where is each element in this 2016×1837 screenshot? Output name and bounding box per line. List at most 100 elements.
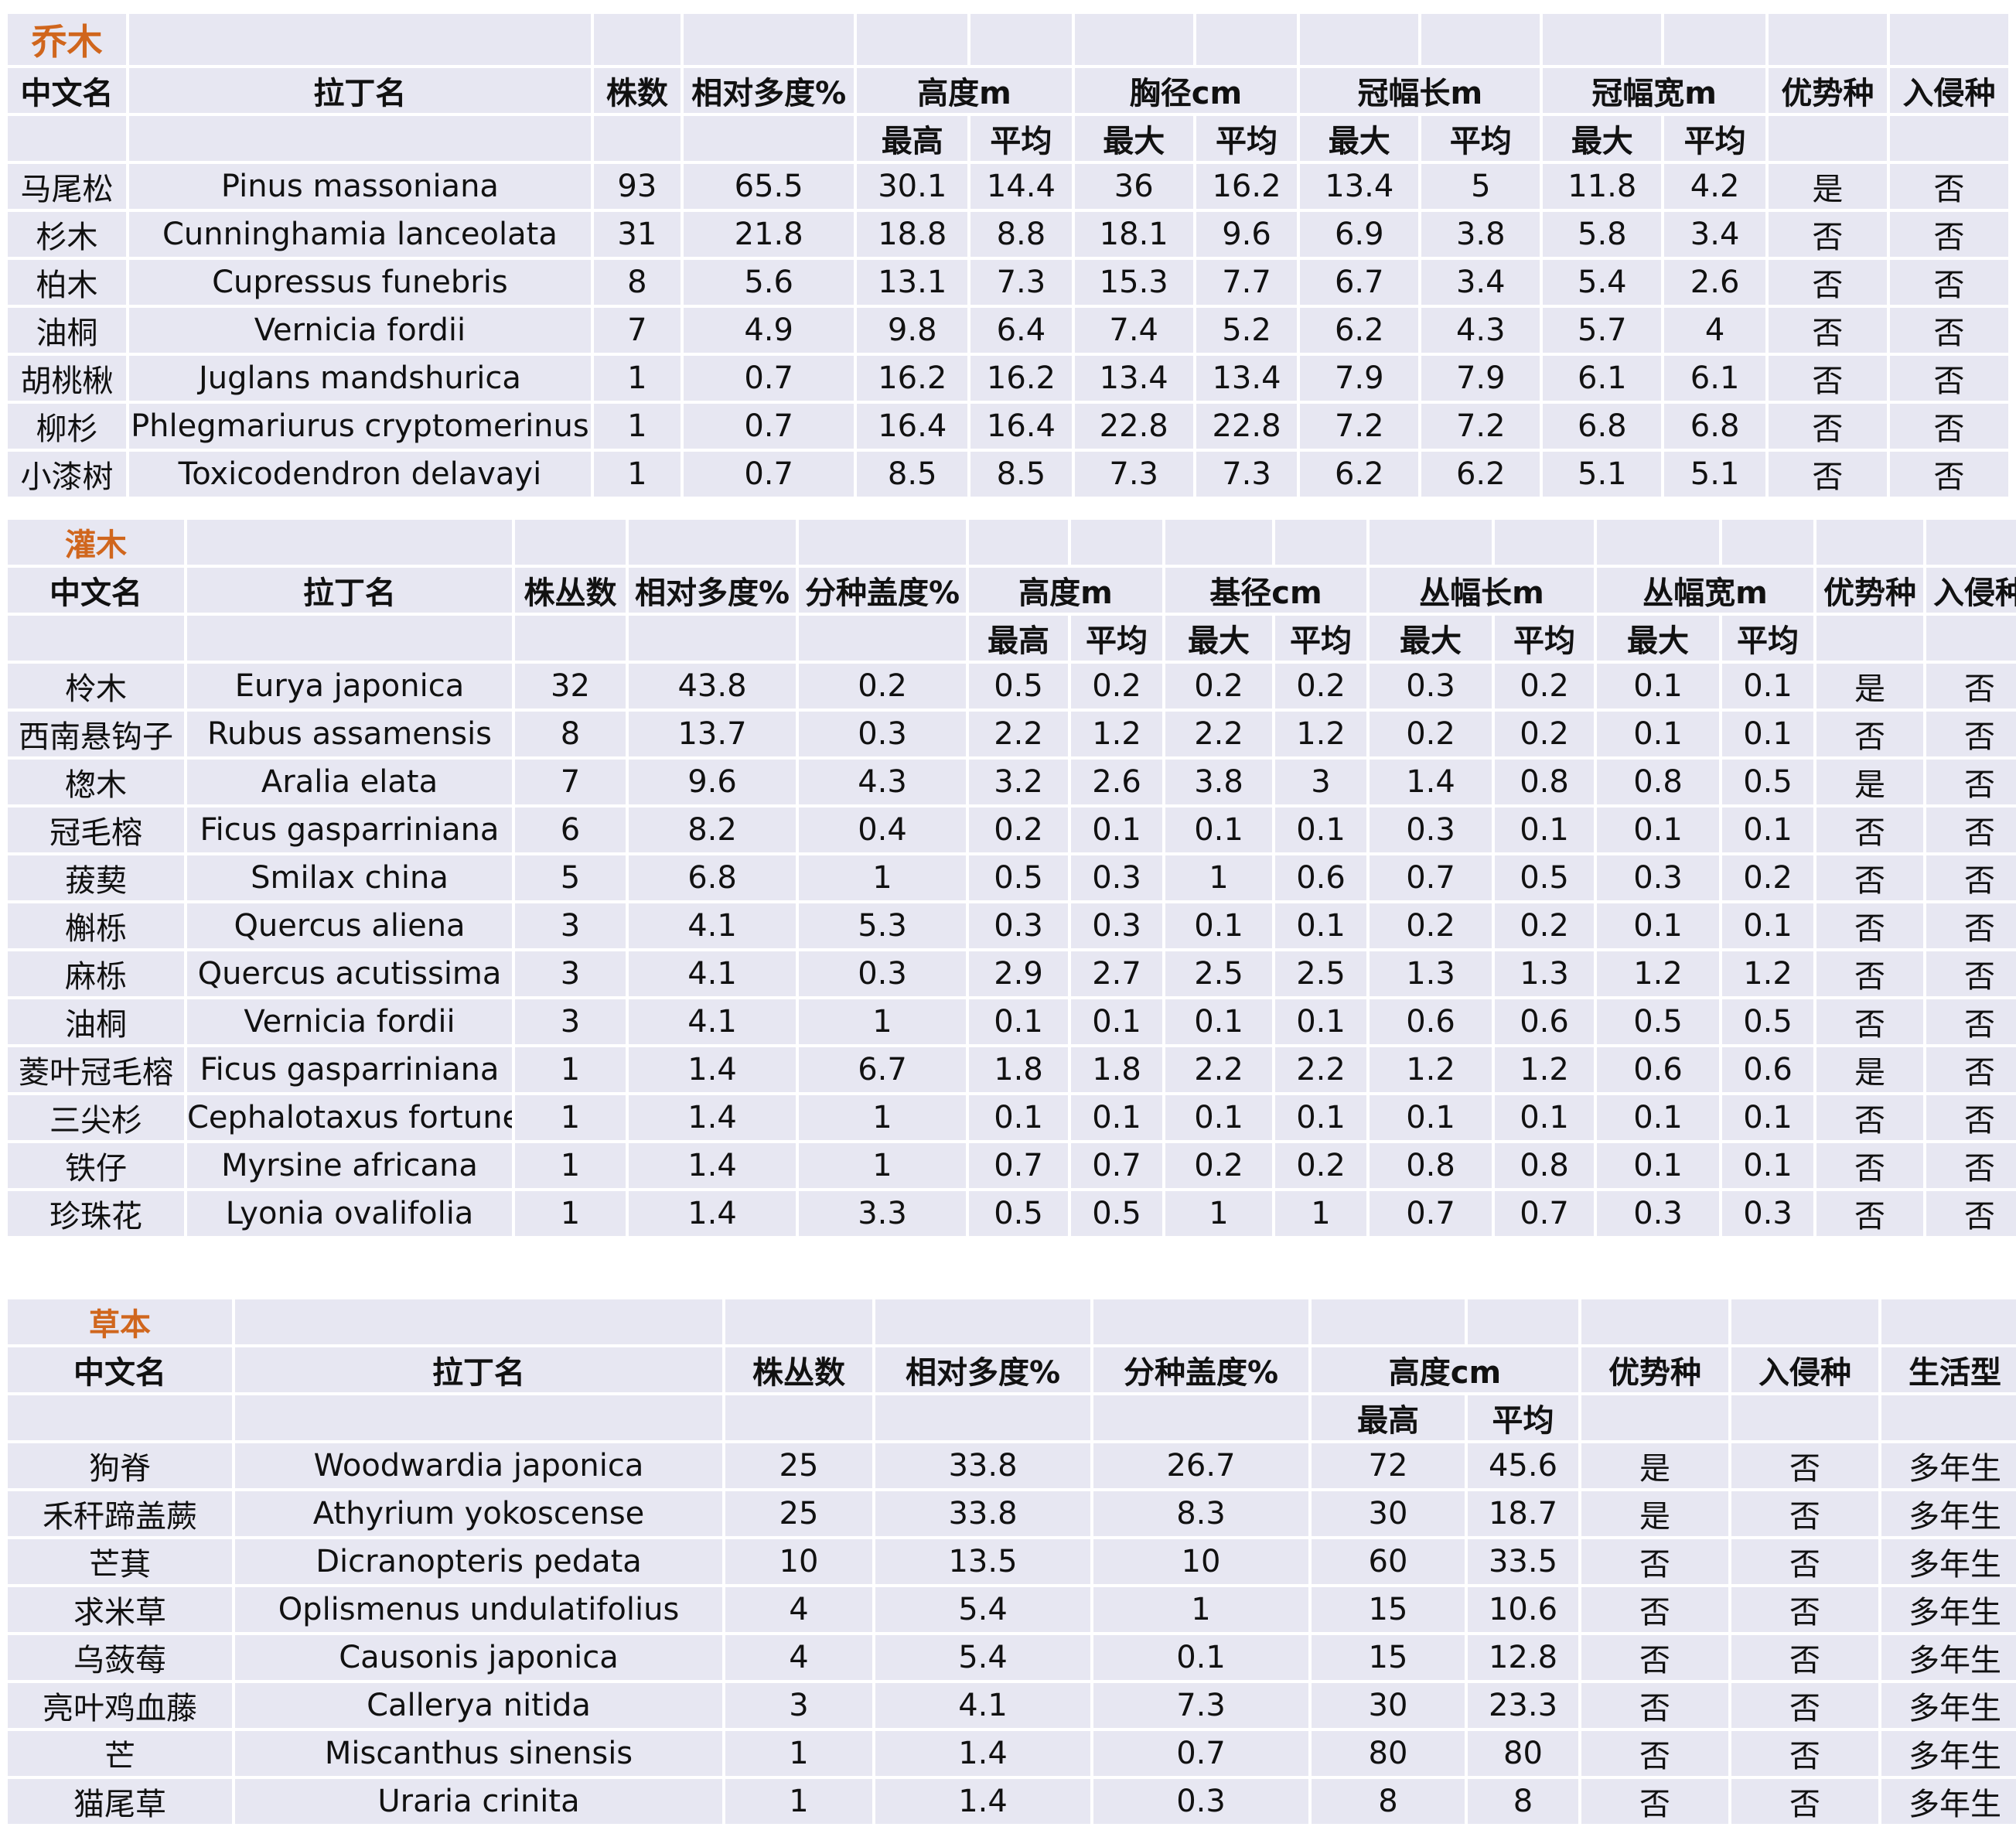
cn-name-cell: 柃木	[8, 664, 184, 709]
cn-name-cell: 马尾松	[8, 164, 127, 209]
table-cell: 6.2	[1300, 308, 1419, 353]
table-cell: 60	[1312, 1539, 1465, 1584]
latin-name-cell: Myrsine africana	[187, 1143, 512, 1188]
table-cell: 否	[1731, 1779, 1878, 1824]
col-cn-name: 中文名	[8, 568, 184, 613]
table-cell: 否	[1889, 452, 2008, 497]
table-cell: 0.3	[799, 712, 966, 756]
col-cover: 分种盖度%	[799, 568, 966, 613]
table-row: 禾秆蹄盖蕨 Athyrium yokoscense 25 33.8 8.3 30 18.7 是…	[8, 1491, 2016, 1536]
table-cell: 1.2	[1370, 1047, 1492, 1092]
shrubs-table: 灌木 中文名 拉丁名 株丛数 相对多度% 分种盖度% 高度m 基径cm 丛幅长m…	[5, 517, 2016, 1239]
table-cell: 1	[1165, 1191, 1272, 1236]
sub-max: 最大	[1074, 116, 1193, 161]
cn-name-cell: 狗脊	[8, 1443, 232, 1488]
table-cell: 0.5	[1722, 760, 1813, 804]
table-cell: 否	[1731, 1491, 1878, 1536]
table-cell: 否	[1581, 1683, 1728, 1728]
table-cell: 否	[1731, 1635, 1878, 1680]
table-cell: 0.3	[1093, 1779, 1308, 1824]
table-cell: 5.1	[1664, 452, 1765, 497]
latin-name-cell: Pinus massoniana	[129, 164, 591, 209]
table-cell: 2.5	[1275, 951, 1366, 996]
latin-name-cell: Causonis japonica	[235, 1635, 722, 1680]
table-cell: 11.8	[1543, 164, 1662, 209]
table-cell: 0.5	[1495, 855, 1594, 900]
col-life-form: 生活型	[1881, 1347, 2016, 1392]
table-cell: 7.9	[1421, 356, 1540, 401]
table-cell: 0.6	[1722, 1047, 1813, 1092]
table-cell: 33.8	[875, 1443, 1090, 1488]
col-invasive: 入侵种	[1926, 568, 2016, 613]
table-cell: 是	[1816, 760, 1923, 804]
table-cell: 15	[1312, 1635, 1465, 1680]
latin-name-cell: Oplismenus undulatifolius	[235, 1587, 722, 1632]
table-cell: 4.2	[1664, 164, 1765, 209]
table-row: 求米草 Oplismenus undulatifolius 4 5.4 1 15 10.6 否…	[8, 1587, 2016, 1632]
table-cell: 0.1	[1275, 999, 1366, 1044]
table-cell: 16.2	[857, 356, 968, 401]
table-cell: 65.5	[683, 164, 854, 209]
latin-name-cell: Uraria crinita	[235, 1779, 722, 1824]
table-row: 狗脊 Woodwardia japonica 25 33.8 26.7 72 45.6 是否多…	[8, 1443, 2016, 1488]
table-cell: 0.7	[1071, 1143, 1162, 1188]
table-cell: 0.5	[969, 664, 1068, 709]
table-cell: 是	[1768, 164, 1887, 209]
table-cell: 多年生	[1881, 1539, 2016, 1584]
table-cell: 16.2	[1196, 164, 1298, 209]
table-cell: 0.1	[1597, 712, 1719, 756]
cn-name-cell: 冠毛榕	[8, 808, 184, 852]
table-cell: 6	[515, 808, 626, 852]
col-crown-width: 冠幅宽m	[1543, 68, 1765, 113]
table-cell: 9.6	[1196, 212, 1298, 257]
table-cell: 否	[1926, 808, 2016, 852]
table-cell: 1	[1275, 1191, 1366, 1236]
table-cell: 2.2	[1275, 1047, 1366, 1092]
table-cell: 0.1	[1495, 808, 1594, 852]
table-cell: 93	[593, 164, 681, 209]
table-cell: 1	[1165, 855, 1272, 900]
table-cell: 否	[1581, 1539, 1728, 1584]
table-row: 三尖杉 Cephalotaxus fortunei 1 1.4 1 0.1 0.1 0.1 0.…	[8, 1095, 2016, 1140]
table-cell: 8	[1312, 1779, 1465, 1824]
table-cell: 8.3	[1093, 1491, 1308, 1536]
col-cover: 分种盖度%	[1093, 1347, 1308, 1392]
table-cell: 2.9	[969, 951, 1068, 996]
table-cell: 否	[1926, 1095, 2016, 1140]
sub-avg: 平均	[1722, 616, 1813, 661]
table-cell: 6.1	[1543, 356, 1662, 401]
col-cn-name: 中文名	[8, 1347, 232, 1392]
table-cell: 2.5	[1165, 951, 1272, 996]
table-cell: 1	[799, 855, 966, 900]
table-cell: 0.3	[799, 951, 966, 996]
table-cell: 0.1	[1165, 999, 1272, 1044]
table-cell: 0.2	[1370, 903, 1492, 948]
table-cell: 0.1	[1722, 1143, 1813, 1188]
table-cell: 5.2	[1196, 308, 1298, 353]
table-cell: 1	[515, 1047, 626, 1092]
table-cell: 16.4	[857, 404, 968, 449]
trees-title: 乔木	[8, 14, 127, 65]
table-cell: 0.1	[1275, 1095, 1366, 1140]
table-cell: 0.3	[1722, 1191, 1813, 1236]
table-cell: 否	[1926, 760, 2016, 804]
col-clump-length: 丛幅长m	[1370, 568, 1594, 613]
cn-name-cell: 槲栎	[8, 903, 184, 948]
col-invasive: 入侵种	[1731, 1347, 1878, 1392]
table-cell: 1.4	[629, 1095, 796, 1140]
table-cell: 0.1	[1071, 999, 1162, 1044]
table-cell: 9.6	[629, 760, 796, 804]
table-cell: 0.8	[1597, 760, 1719, 804]
table-cell: 13.4	[1300, 164, 1419, 209]
table-cell: 2.7	[1071, 951, 1162, 996]
table-cell: 1.2	[1071, 712, 1162, 756]
table-cell: 13.5	[875, 1539, 1090, 1584]
latin-name-cell: Vernicia fordii	[187, 999, 512, 1044]
table-cell: 21.8	[683, 212, 854, 257]
table-row: 油桐 Vernicia fordii 7 4.9 9.8 6.4 7.4 5.2 6.2 4.3 5…	[8, 308, 2008, 353]
sub-max: 最大	[1597, 616, 1719, 661]
table-cell: 0.4	[799, 808, 966, 852]
table-cell: 0.1	[1165, 1095, 1272, 1140]
cn-name-cell: 铁仔	[8, 1143, 184, 1188]
table-cell: 7	[593, 308, 681, 353]
